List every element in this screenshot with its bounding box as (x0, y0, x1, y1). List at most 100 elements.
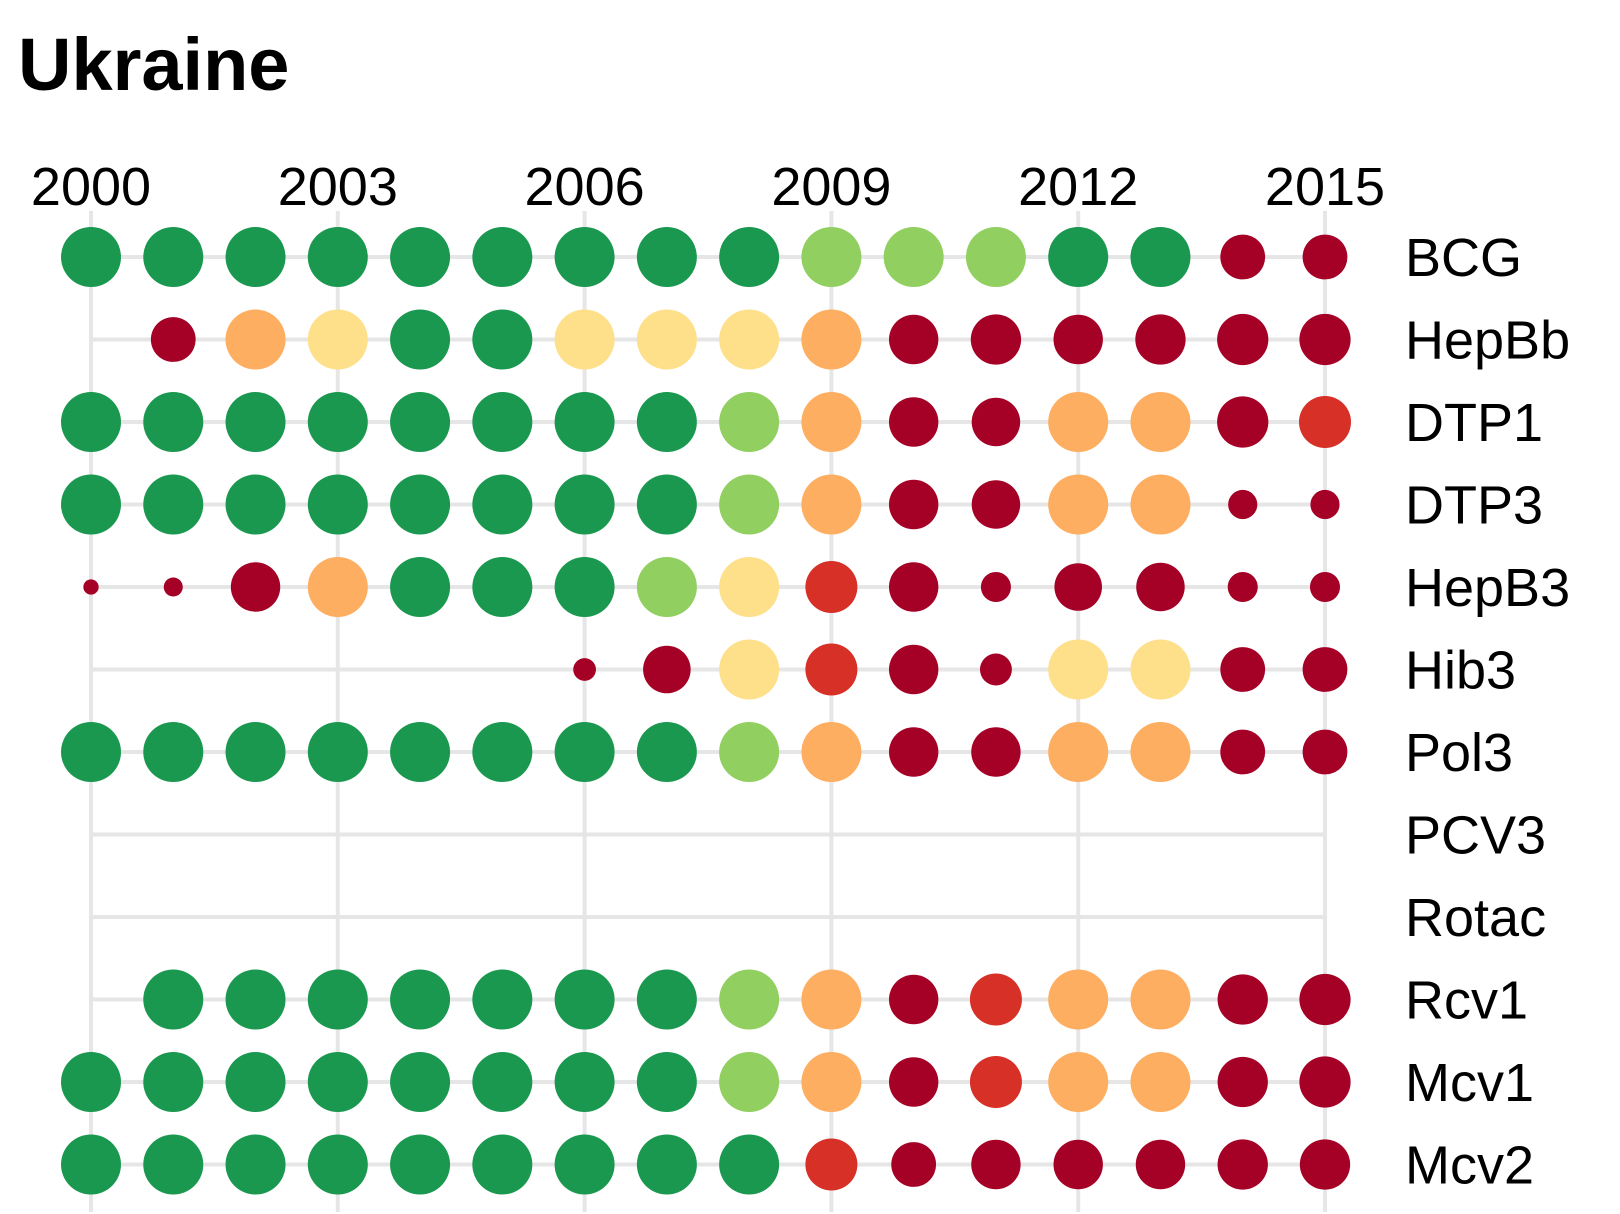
point-bcg-2009 (801, 227, 862, 287)
point-hepbb-2014 (1217, 313, 1269, 366)
point-dtp1-2006 (554, 392, 615, 452)
row-label-bcg: BCG (1405, 228, 1522, 288)
point-hepbb-2010 (888, 314, 939, 365)
point-dtp3-2014 (1228, 489, 1258, 520)
data-points (61, 227, 1351, 1195)
point-hib3-2007 (643, 645, 691, 694)
row-label-rotac: Rotac (1405, 888, 1546, 948)
point-rcv1-2008 (719, 969, 780, 1030)
point-dtp3-2004 (390, 474, 451, 535)
point-bcg-2000 (61, 227, 121, 287)
point-hepb3-2002 (230, 562, 281, 612)
point-hepb3-2004 (390, 557, 451, 617)
point-hepb3-2015 (1309, 571, 1341, 603)
point-pol3-2000 (61, 722, 121, 782)
point-bcg-2005 (472, 227, 533, 287)
point-hib3-2011 (979, 653, 1012, 686)
point-dtp1-2007 (636, 392, 697, 452)
point-dtp1-2010 (888, 397, 939, 447)
x-tick-label: 2009 (771, 157, 891, 217)
point-mcv2-2007 (636, 1134, 697, 1195)
point-hepbb-2015 (1299, 313, 1351, 366)
point-rcv1-2013 (1130, 969, 1191, 1030)
point-mcv1-2004 (390, 1052, 451, 1112)
point-mcv2-2004 (390, 1134, 451, 1195)
point-bcg-2012 (1048, 227, 1109, 287)
point-pol3-2008 (719, 722, 780, 782)
point-hepb3-2011 (980, 571, 1011, 603)
point-hepbb-2013 (1135, 314, 1186, 365)
point-mcv1-2010 (888, 1057, 939, 1107)
point-hib3-2013 (1130, 639, 1191, 700)
point-hepb3-2008 (719, 557, 780, 617)
point-hib3-2008 (719, 639, 780, 700)
point-pol3-2006 (554, 722, 615, 782)
point-pol3-2011 (971, 727, 1021, 777)
point-hib3-2014 (1220, 647, 1266, 692)
point-dtp3-2001 (143, 474, 204, 535)
point-mcv2-2011 (971, 1139, 1021, 1190)
point-hepbb-2005 (472, 309, 533, 370)
point-dtp3-2005 (472, 474, 533, 535)
point-hepbb-2001 (150, 317, 196, 362)
point-dtp1-2008 (719, 392, 780, 452)
point-mcv2-2005 (472, 1134, 533, 1195)
point-dtp1-2012 (1048, 392, 1109, 452)
row-label-dtp3: DTP3 (1405, 476, 1543, 536)
point-hepbb-2012 (1053, 314, 1103, 365)
point-pol3-2014 (1220, 729, 1266, 775)
point-dtp3-2008 (719, 474, 780, 535)
point-rcv1-2009 (801, 969, 862, 1030)
point-pol3-2003 (307, 722, 368, 782)
point-pol3-2005 (472, 722, 533, 782)
point-mcv1-2001 (143, 1052, 204, 1112)
point-mcv2-2008 (719, 1134, 780, 1195)
point-dtp1-2014 (1217, 396, 1269, 448)
point-mcv1-2005 (472, 1052, 533, 1112)
point-mcv1-2000 (61, 1052, 121, 1112)
point-dtp1-2015 (1299, 396, 1351, 448)
point-dtp3-2012 (1048, 474, 1109, 535)
point-rcv1-2014 (1217, 974, 1268, 1025)
point-dtp3-2009 (801, 474, 862, 535)
point-mcv1-2013 (1130, 1052, 1191, 1112)
point-rcv1-2010 (888, 974, 939, 1025)
point-mcv2-2009 (805, 1138, 858, 1191)
point-bcg-2014 (1220, 234, 1266, 280)
point-mcv2-2010 (891, 1142, 937, 1187)
point-pol3-2002 (225, 722, 286, 782)
point-mcv2-2014 (1217, 1139, 1268, 1190)
point-bcg-2001 (143, 227, 204, 287)
point-hepb3-2007 (636, 557, 697, 617)
point-hepbb-2002 (225, 309, 286, 370)
point-mcv2-2002 (225, 1134, 286, 1195)
point-mcv1-2002 (225, 1052, 286, 1112)
row-label-dtp1: DTP1 (1405, 393, 1543, 453)
point-rcv1-2015 (1299, 973, 1351, 1026)
point-pol3-2007 (636, 722, 697, 782)
point-rcv1-2004 (390, 969, 451, 1030)
row-label-hepbb: HepBb (1405, 311, 1570, 371)
point-hepb3-2006 (554, 557, 615, 617)
point-rcv1-2003 (307, 969, 368, 1030)
point-hepb3-2010 (888, 562, 939, 612)
point-dtp1-2000 (61, 392, 121, 452)
point-bcg-2004 (390, 227, 451, 287)
row-label-pcv3: PCV3 (1405, 806, 1546, 866)
x-tick-label: 2006 (525, 157, 645, 217)
point-rcv1-2006 (554, 969, 615, 1030)
point-dtp3-2011 (971, 480, 1021, 529)
point-dtp3-2010 (888, 479, 939, 530)
point-mcv1-2011 (969, 1056, 1022, 1108)
point-dtp1-2004 (390, 392, 451, 452)
point-hepb3-2000 (83, 579, 99, 595)
point-mcv2-2003 (307, 1134, 368, 1195)
point-dtp1-2002 (225, 392, 286, 452)
x-tick-label: 2012 (1018, 157, 1138, 217)
point-bcg-2010 (883, 227, 944, 287)
point-hepbb-2006 (554, 309, 615, 370)
point-pol3-2009 (801, 722, 862, 782)
point-hepbb-2009 (801, 309, 862, 370)
point-hepb3-2001 (163, 577, 183, 597)
point-dtp3-2006 (554, 474, 615, 535)
